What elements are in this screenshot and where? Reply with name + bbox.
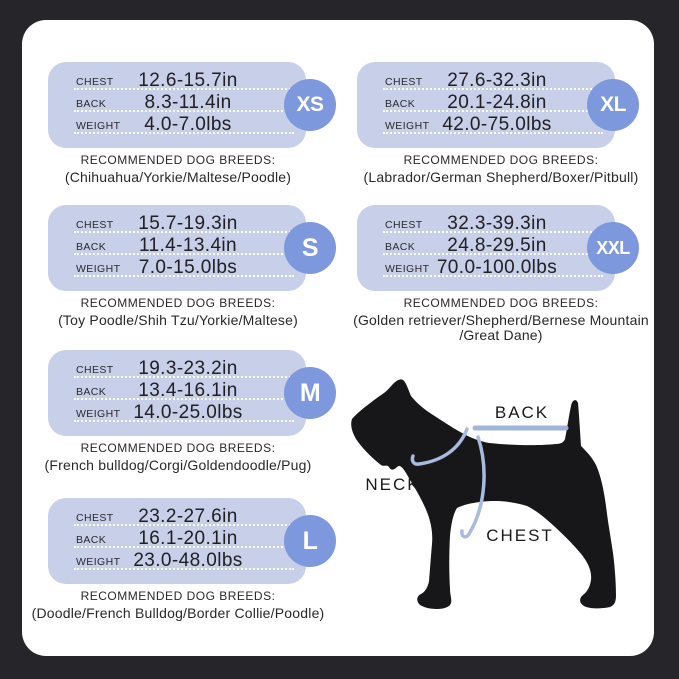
back-value: 13.4-16.1in	[138, 380, 238, 401]
recommended-label: RECOMMENDED DOG BREEDS:	[80, 153, 276, 167]
back-label: BACK	[76, 386, 107, 398]
weight-row: WEIGHT 14.0-25.0lbs	[48, 402, 306, 425]
size-card-s: CHEST 15.7-19.3in BACK 11.4-13.4in WEIGH…	[27, 205, 336, 328]
size-badge: XL	[587, 79, 639, 131]
size-card-l: CHEST 23.2-27.6in BACK 16.1-20.1in WEIGH…	[27, 498, 336, 621]
recommended-label: RECOMMENDED DOG BREEDS:	[80, 589, 276, 603]
chest-measure-arc	[460, 435, 486, 539]
measurements-card: CHEST 32.3-39.3in BACK 24.8-29.5in WEIGH…	[357, 205, 639, 291]
back-value: 16.1-20.1in	[138, 528, 238, 549]
back-value: 24.8-29.5in	[447, 235, 547, 256]
chest-label: CHEST	[385, 76, 423, 88]
breeds-list: (Chihuahua/Yorkie/Maltese/Poodle)	[64, 169, 292, 185]
weight-value: 42.0-75.0lbs	[442, 114, 552, 135]
weight-row: WEIGHT 70.0-100.0lbs	[357, 257, 615, 280]
breeds-block: RECOMMENDED DOG BREEDS: (Labrador/German…	[336, 153, 666, 185]
weight-label: WEIGHT	[76, 263, 121, 275]
size-card-xl: CHEST 27.6-32.3in BACK 20.1-24.8in WEIGH…	[336, 62, 666, 185]
chest-label: CHEST	[385, 219, 423, 231]
weight-row: WEIGHT 42.0-75.0lbs	[357, 114, 615, 137]
back-label: BACK	[385, 98, 416, 110]
size-badge: M	[284, 367, 336, 419]
measurements-card: CHEST 12.6-15.7in BACK 8.3-11.4in WEIGHT…	[48, 62, 336, 148]
sizing-chart-panel: CHEST 12.6-15.7in BACK 8.3-11.4in WEIGHT…	[22, 20, 654, 656]
size-card-xxl: CHEST 32.3-39.3in BACK 24.8-29.5in WEIGH…	[336, 205, 666, 343]
breeds-list: (Labrador/German Shepherd/Boxer/Pitbull)	[363, 169, 639, 185]
breeds-list: (Golden retriever/Shepherd/Bernese Mount…	[353, 312, 649, 343]
diagram-back-label: BACK	[494, 403, 550, 422]
chest-value: 27.6-32.3in	[447, 70, 547, 91]
weight-value: 23.0-48.0lbs	[133, 550, 243, 571]
weight-value: 14.0-25.0lbs	[133, 402, 243, 423]
weight-value: 70.0-100.0lbs	[436, 257, 558, 278]
breeds-block: RECOMMENDED DOG BREEDS: (Doodle/French B…	[27, 589, 329, 621]
breeds-block: RECOMMENDED DOG BREEDS: (Golden retrieve…	[336, 296, 666, 343]
back-value: 20.1-24.8in	[447, 92, 547, 113]
weight-row: WEIGHT 23.0-48.0lbs	[48, 550, 306, 573]
back-value: 8.3-11.4in	[144, 92, 232, 113]
size-badge: XXL	[587, 222, 639, 274]
chest-row: CHEST 12.6-15.7in	[48, 70, 306, 93]
chest-value: 23.2-27.6in	[138, 506, 238, 527]
measurements-card: CHEST 19.3-23.2in BACK 13.4-16.1in WEIGH…	[48, 350, 336, 436]
chest-label: CHEST	[76, 76, 114, 88]
weight-value: 4.0-7.0lbs	[144, 114, 232, 135]
recommended-label: RECOMMENDED DOG BREEDS:	[80, 296, 276, 310]
weight-label: WEIGHT	[76, 120, 121, 132]
neck-measure-arc	[410, 427, 469, 466]
back-row: BACK 8.3-11.4in	[48, 92, 306, 115]
weight-label: WEIGHT	[76, 408, 121, 420]
back-value: 11.4-13.4in	[138, 235, 238, 256]
chest-row: CHEST 32.3-39.3in	[357, 213, 615, 236]
weight-value: 7.0-15.0lbs	[138, 257, 238, 278]
back-row: BACK 13.4-16.1in	[48, 380, 306, 403]
chest-row: CHEST 27.6-32.3in	[357, 70, 615, 93]
size-badge: L	[284, 515, 336, 567]
size-card-xs: CHEST 12.6-15.7in BACK 8.3-11.4in WEIGHT…	[27, 62, 336, 185]
back-row: BACK 24.8-29.5in	[357, 235, 615, 258]
weight-label: WEIGHT	[385, 263, 430, 275]
size-card-m: CHEST 19.3-23.2in BACK 13.4-16.1in WEIGH…	[27, 350, 336, 473]
recommended-label: RECOMMENDED DOG BREEDS:	[80, 441, 276, 455]
weight-row: WEIGHT 7.0-15.0lbs	[48, 257, 306, 280]
breeds-block: RECOMMENDED DOG BREEDS: (Chihuahua/Yorki…	[27, 153, 329, 185]
back-label: BACK	[385, 241, 416, 253]
back-row: BACK 11.4-13.4in	[48, 235, 306, 258]
size-badge: XS	[284, 79, 336, 131]
dog-silhouette-diagram	[351, 379, 616, 609]
chest-value: 12.6-15.7in	[138, 70, 238, 91]
measurements-card: CHEST 27.6-32.3in BACK 20.1-24.8in WEIGH…	[357, 62, 639, 148]
recommended-label: RECOMMENDED DOG BREEDS:	[403, 296, 599, 310]
chest-row: CHEST 23.2-27.6in	[48, 506, 306, 529]
back-label: BACK	[76, 241, 107, 253]
weight-label: WEIGHT	[76, 556, 121, 568]
back-label: BACK	[76, 534, 107, 546]
back-label: BACK	[76, 98, 107, 110]
measurements-card: CHEST 23.2-27.6in BACK 16.1-20.1in WEIGH…	[48, 498, 336, 584]
chest-value: 19.3-23.2in	[138, 358, 238, 379]
chest-value: 15.7-19.3in	[138, 213, 238, 234]
breeds-block: RECOMMENDED DOG BREEDS: (French bulldog/…	[27, 441, 329, 473]
diagram-neck-label: NECK	[365, 475, 421, 494]
chest-label: CHEST	[76, 364, 114, 376]
back-row: BACK 16.1-20.1in	[48, 528, 306, 551]
chest-label: CHEST	[76, 512, 114, 524]
chest-value: 32.3-39.3in	[447, 213, 547, 234]
recommended-label: RECOMMENDED DOG BREEDS:	[403, 153, 599, 167]
back-row: BACK 20.1-24.8in	[357, 92, 615, 115]
measurements-card: CHEST 15.7-19.3in BACK 11.4-13.4in WEIGH…	[48, 205, 336, 291]
breeds-list: (Doodle/French Bulldog/Border Collie/Poo…	[31, 605, 325, 621]
chest-row: CHEST 15.7-19.3in	[48, 213, 306, 236]
breeds-list: (French bulldog/Corgi/Goldendoodle/Pug)	[44, 457, 312, 473]
weight-row: WEIGHT 4.0-7.0lbs	[48, 114, 306, 137]
diagram-chest-label: CHEST	[486, 526, 554, 545]
chest-row: CHEST 19.3-23.2in	[48, 358, 306, 381]
size-badge: S	[284, 222, 336, 274]
weight-label: WEIGHT	[385, 120, 430, 132]
chest-label: CHEST	[76, 219, 114, 231]
breeds-list: (Toy Poodle/Shih Tzu/Yorkie/Maltese)	[58, 312, 298, 328]
breeds-block: RECOMMENDED DOG BREEDS: (Toy Poodle/Shih…	[27, 296, 329, 328]
